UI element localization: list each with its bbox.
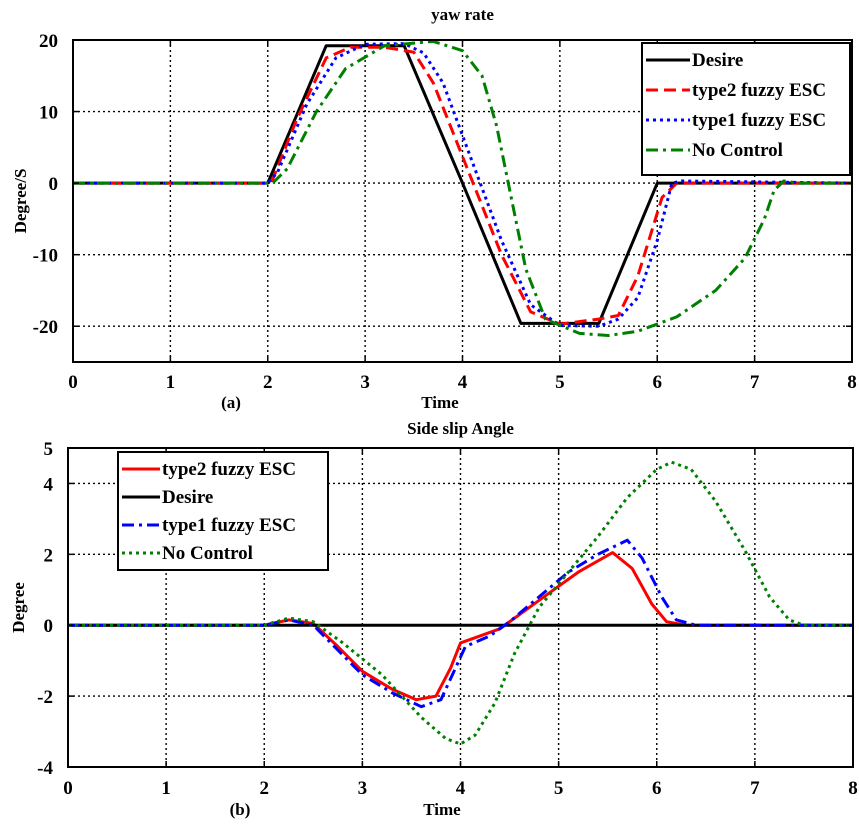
y-tick-label: 2 — [44, 545, 54, 566]
y-tick-label: 4 — [44, 474, 54, 495]
y-axis-label: Degree/S — [11, 169, 30, 234]
x-tick-label: 4 — [456, 778, 466, 799]
x-tick-label: 7 — [750, 778, 760, 799]
series-line-type1-fuzzy-esc — [68, 538, 853, 709]
series-line-type2-fuzzy-esc — [68, 551, 853, 702]
y-tick-label: 0 — [44, 616, 54, 637]
x-tick-label: 4 — [458, 372, 468, 393]
y-tick-label: -4 — [37, 758, 53, 779]
y-tick-label: 10 — [39, 103, 58, 124]
legend-label: No Control — [162, 543, 253, 564]
x-tick-label: 1 — [161, 778, 171, 799]
legend-label: type2 fuzzy ESC — [162, 459, 296, 480]
x-tick-label: 6 — [652, 778, 662, 799]
series-line-no-control — [73, 39, 852, 337]
legend-box — [641, 42, 851, 176]
y-axis-label: Degree — [9, 582, 28, 633]
legend-label: type1 fuzzy ESC — [692, 110, 826, 131]
panel-label: (b) — [230, 800, 251, 819]
grid — [73, 40, 852, 362]
x-axis-label: Time — [423, 800, 461, 819]
legend: type2 fuzzy ESC Desire type1 fuzzy ESC No C… — [117, 451, 329, 571]
chart-title: Side slip Angle — [407, 419, 514, 438]
legend: Desire type2 fuzzy ESC type1 fuzzy ESC No C… — [641, 42, 851, 176]
legend-label: type1 fuzzy ESC — [162, 515, 296, 536]
legend-box — [117, 451, 329, 571]
y-tick-label: 0 — [49, 174, 59, 195]
series-line-desire — [73, 44, 852, 325]
legend-label: No Control — [692, 140, 783, 161]
x-tick-label: 8 — [848, 778, 858, 799]
series-line-no-control — [68, 460, 853, 746]
x-tick-label: 3 — [358, 778, 368, 799]
side-slip-chart: 0 1 2 3 4 5 6 7 8 5 4 2 0 -2 -4 Side slip Angle (b) Time D… — [9, 419, 858, 819]
x-tick-label: 1 — [166, 372, 176, 393]
x-axis-label: Time — [421, 393, 459, 412]
y-tick-label: -20 — [33, 317, 58, 338]
chart-title: yaw rate — [431, 5, 494, 24]
yaw-rate-chart: 0 1 2 3 4 5 6 7 8 20 10 0 -10 -20 yaw rate (a) Time Degre… — [11, 5, 857, 412]
x-tick-label: 2 — [263, 372, 273, 393]
x-tick-label: 3 — [360, 372, 370, 393]
y-tick-label: 20 — [39, 31, 58, 52]
x-tick-label: 5 — [555, 372, 565, 393]
legend-label: type2 fuzzy ESC — [692, 80, 826, 101]
x-tick-label: 6 — [653, 372, 663, 393]
x-tick-label: 8 — [847, 372, 857, 393]
y-tick-label: 5 — [44, 439, 54, 460]
panel-label: (a) — [221, 393, 241, 412]
x-tick-label: 7 — [750, 372, 760, 393]
x-tick-label: 0 — [63, 778, 73, 799]
legend-label: Desire — [692, 50, 743, 71]
y-tick-label: -10 — [33, 246, 58, 267]
legend-label: Desire — [162, 487, 213, 508]
x-tick-label: 0 — [68, 372, 78, 393]
x-tick-label: 2 — [260, 778, 270, 799]
y-tick-label: -2 — [37, 687, 53, 708]
x-tick-label: 5 — [554, 778, 564, 799]
